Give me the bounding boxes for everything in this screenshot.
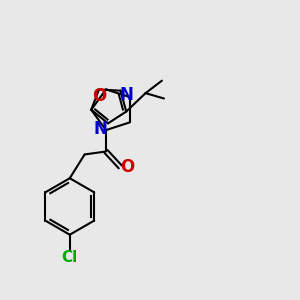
Text: Cl: Cl [61, 250, 78, 265]
Text: N: N [93, 120, 107, 138]
Text: O: O [120, 158, 134, 176]
Text: N: N [120, 86, 134, 104]
Text: O: O [92, 87, 106, 105]
